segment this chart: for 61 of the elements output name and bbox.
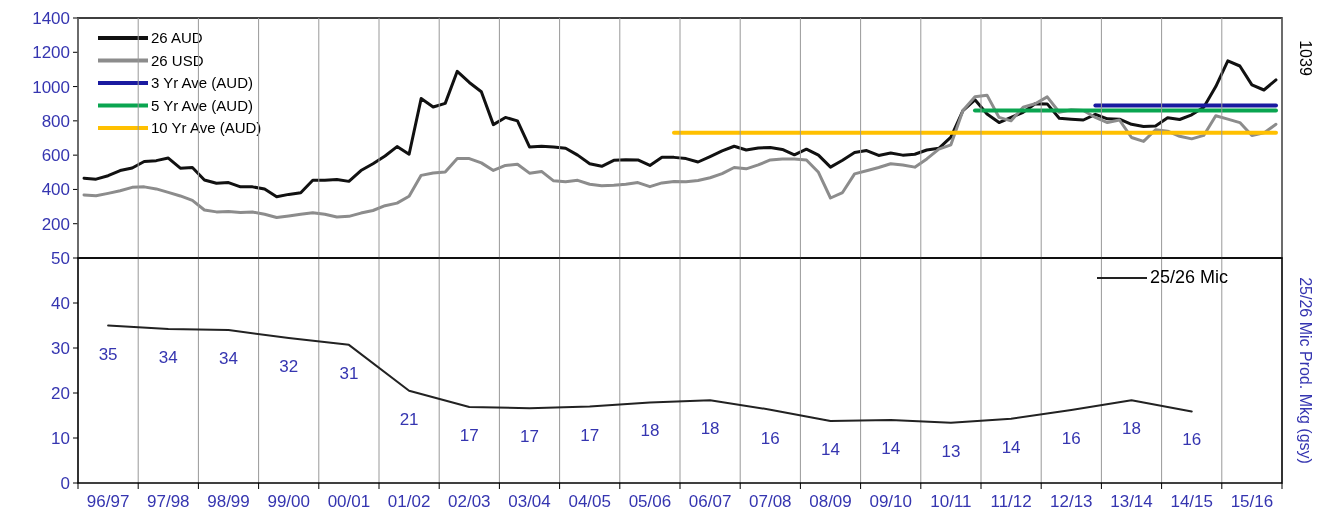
x-tick-label: 96/97 — [86, 492, 130, 511]
data-label: 17 — [580, 425, 600, 445]
x-tick-label: 08/09 — [809, 492, 852, 511]
legend-label: 10 Yr Ave (AUD) — [151, 119, 262, 136]
x-tick-label: 00/01 — [327, 492, 371, 511]
y-tick-label: 1400 — [32, 9, 70, 28]
text: 1039 — [1297, 40, 1314, 76]
y-tick-label: 0 — [60, 474, 70, 493]
x-tick-label: 01/02 — [387, 492, 431, 511]
x-tick-label: 14/15 — [1170, 492, 1213, 511]
legend-label: 25/26 Mic — [1150, 267, 1229, 287]
x-tick-label: 04/05 — [568, 492, 611, 511]
x-tick-label: 99/00 — [267, 492, 310, 511]
data-label: 18 — [640, 421, 660, 441]
x-tick-label: 12/13 — [1050, 492, 1093, 511]
data-label: 13 — [941, 441, 961, 461]
legend-label: 3 Yr Ave (AUD) — [151, 74, 253, 91]
y-axis-title: 25/26 Mic Prod. Mkg (gsy) — [1297, 277, 1314, 464]
y-tick-label: 10 — [51, 429, 70, 448]
y-tick-label: 800 — [41, 111, 70, 131]
x-tick-label: 09/10 — [869, 492, 912, 511]
y-tick-label: 1000 — [32, 77, 70, 97]
x-tick-label: 10/11 — [930, 492, 972, 511]
data-label: 18 — [700, 419, 720, 439]
data-label: 14 — [821, 439, 840, 459]
y-tick-label: 600 — [41, 146, 70, 166]
y-tick-label: 200 — [41, 214, 70, 234]
x-tick-label: 05/06 — [628, 492, 672, 511]
data-label: 17 — [520, 427, 539, 447]
legend-label: 5 Yr Ave (AUD) — [151, 96, 253, 114]
y-tick-label: 30 — [51, 339, 70, 358]
x-tick-label: 98/99 — [207, 492, 250, 511]
x-tick-label: 07/08 — [749, 492, 792, 511]
y-tick-label: 400 — [41, 180, 70, 200]
y-tick-label: 1200 — [32, 43, 70, 63]
data-label: 31 — [339, 363, 359, 383]
x-tick-label: 97/98 — [147, 492, 190, 511]
x-tick-label: 02/03 — [448, 492, 491, 511]
data-label: 14 — [1001, 437, 1021, 457]
data-label: 32 — [279, 357, 299, 377]
data-label: 17 — [459, 425, 479, 445]
data-label: 14 — [881, 439, 901, 458]
y-tick-label: 50 — [51, 249, 70, 268]
x-tick-label: 06/07 — [688, 492, 732, 511]
legend-label: 26 USD — [151, 51, 204, 69]
data-label: 18 — [1122, 419, 1141, 439]
data-label: 21 — [399, 409, 419, 429]
x-tick-label: 13/14 — [1110, 492, 1153, 511]
data-label: 34 — [219, 349, 238, 368]
data-label: 16 — [760, 428, 780, 448]
x-tick-label: 03/04 — [508, 492, 551, 511]
y-tick-label: 40 — [51, 294, 70, 313]
data-label: 16 — [1182, 430, 1202, 450]
data-label: 35 — [98, 344, 118, 364]
line-series — [82, 93, 1278, 220]
y-tick-label: 20 — [51, 384, 70, 403]
data-label: 34 — [158, 348, 178, 368]
x-tick-label: 11/12 — [990, 492, 1032, 511]
x-tick-label: 15/16 — [1230, 492, 1274, 511]
legend-label: 26 AUD — [151, 29, 203, 46]
data-label: 16 — [1061, 429, 1081, 449]
